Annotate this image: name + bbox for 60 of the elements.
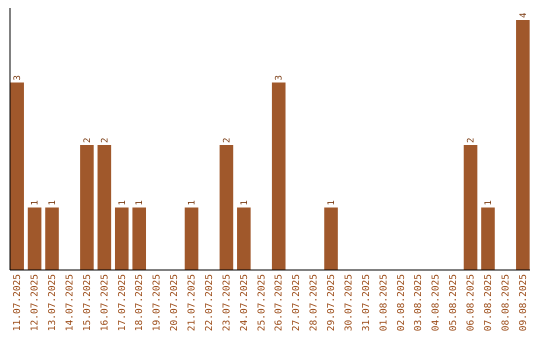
data-label: 2 (222, 138, 232, 143)
data-label: 2 (100, 138, 110, 143)
bar (272, 82, 286, 270)
bar (516, 20, 530, 270)
bar (220, 145, 234, 270)
x-tick-label: 31.07.2025 (360, 274, 372, 332)
x-tick-label: 14.07.2025 (64, 274, 76, 332)
x-tick-label: 15.07.2025 (82, 274, 93, 332)
bar (28, 208, 42, 270)
x-tick-label: 02.08.2025 (396, 274, 407, 332)
x-tick-label: 07.08.2025 (482, 274, 494, 332)
bar (184, 208, 198, 270)
x-tick-label: 04.08.2025 (430, 274, 442, 332)
x-tick-label: 19.07.2025 (152, 274, 163, 332)
x-tick-label: 03.08.2025 (413, 274, 424, 332)
bar (132, 208, 146, 270)
data-label: 1 (48, 200, 58, 206)
data-label: 1 (118, 200, 128, 206)
x-tick-label: 08.08.2025 (500, 274, 512, 332)
bar (481, 208, 495, 270)
x-tick-label: 28.07.2025 (308, 274, 320, 332)
x-tick-label: 13.07.2025 (47, 274, 58, 332)
data-label: 1 (30, 200, 41, 206)
x-tick-label: 05.08.2025 (448, 274, 460, 332)
bar (237, 208, 251, 270)
bar (324, 208, 338, 270)
data-label: 1 (240, 200, 250, 206)
x-tick-label: 30.07.2025 (343, 274, 354, 332)
x-tick-label: 21.07.2025 (186, 274, 198, 332)
x-tick-label: 29.07.2025 (326, 274, 338, 332)
x-tick-label: 18.07.2025 (134, 274, 146, 332)
x-tick-label: 27.07.2025 (291, 274, 302, 332)
bar (98, 145, 112, 270)
x-tick-label: 23.07.2025 (221, 274, 232, 332)
bar (114, 208, 129, 270)
data-label: 1 (327, 200, 338, 206)
data-label: 4 (518, 12, 529, 18)
bar (10, 82, 24, 270)
x-tick-label: 16.07.2025 (99, 274, 110, 332)
data-label: 3 (13, 75, 24, 80)
x-tick-label: 26.07.2025 (274, 274, 285, 332)
x-tick-label: 25.07.2025 (256, 274, 268, 332)
x-tick-label: 11.07.2025 (12, 274, 24, 332)
x-tick-label: 17.07.2025 (116, 274, 128, 332)
bar (80, 145, 94, 270)
data-label: 2 (466, 138, 477, 143)
data-label: 3 (274, 75, 285, 80)
bar (464, 145, 478, 270)
x-tick-label: 24.07.2025 (238, 274, 250, 332)
x-tick-label: 20.07.2025 (169, 274, 180, 332)
data-label: 1 (135, 200, 146, 206)
x-tick-label: 01.08.2025 (378, 274, 390, 332)
data-label: 2 (82, 138, 93, 143)
data-label: 1 (188, 200, 198, 206)
bar (45, 208, 59, 270)
x-tick-label: 09.08.2025 (518, 274, 529, 332)
data-label: 1 (484, 200, 494, 206)
x-tick-label: 06.08.2025 (466, 274, 477, 332)
x-tick-label: 22.07.2025 (204, 274, 215, 332)
x-tick-label: 12.07.2025 (30, 274, 41, 332)
